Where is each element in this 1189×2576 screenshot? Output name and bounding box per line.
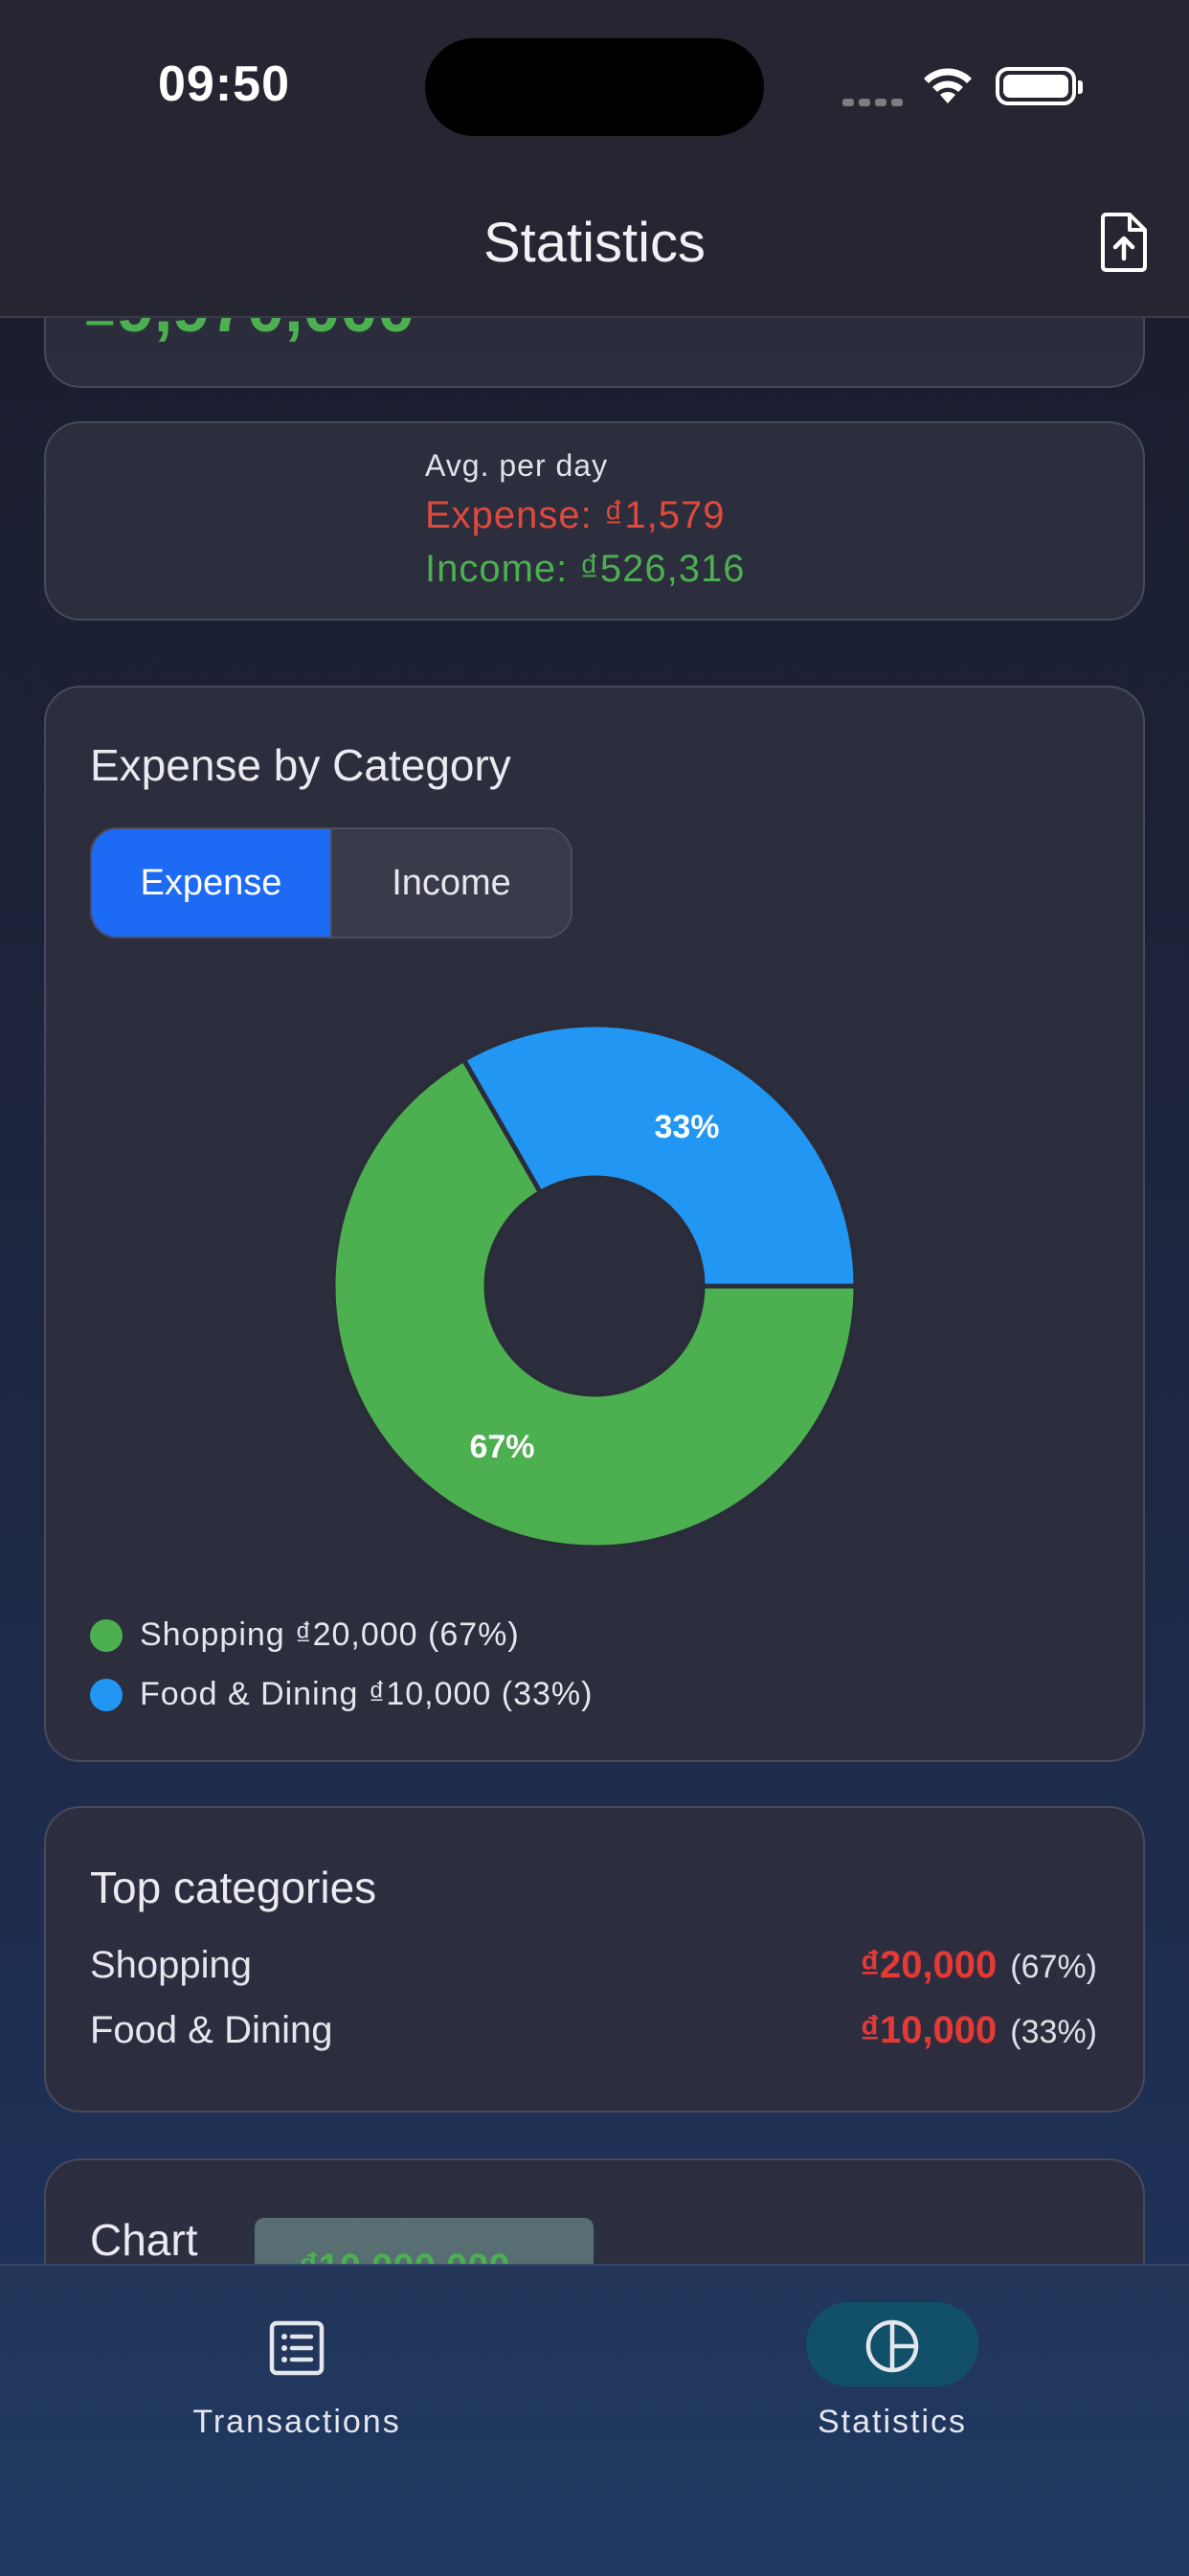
tab-label: Transactions xyxy=(192,2404,401,2440)
avg-per-day-card xyxy=(44,421,1145,621)
navigation-bar: 09:50 Statistics xyxy=(0,0,1189,318)
top-category-amount: ₫10,000 xyxy=(860,2009,998,2051)
expense-income-toggle: Expense Income xyxy=(90,827,572,938)
donut-percent-label: 67% xyxy=(469,1429,534,1465)
chart-card-title: Chart xyxy=(90,2215,198,2265)
top-category-name: Shopping xyxy=(90,1944,253,1986)
top-category-value: ₫20,000 (67%) xyxy=(860,1944,1097,1987)
battery-icon xyxy=(996,67,1083,105)
avg-expense: Expense: ₫1,579 xyxy=(425,494,726,536)
tab-label: Statistics xyxy=(817,2404,968,2440)
avg-income: Income: ₫526,316 xyxy=(425,548,746,590)
page-title: Statistics xyxy=(482,212,707,274)
status-bar: 09:50 xyxy=(0,0,1189,172)
legend-color-dot xyxy=(90,1678,123,1711)
export-document-icon[interactable] xyxy=(1099,213,1149,272)
tab-bar xyxy=(0,2264,1189,2576)
avg-per-day-label: Avg. per day xyxy=(425,448,609,483)
category-donut-chart: 67% 33% xyxy=(333,1025,856,1548)
pie-chart-icon xyxy=(865,2319,919,2373)
donut-percent-label: 33% xyxy=(654,1109,719,1145)
legend-item-food-dining: Food & Dining ₫10,000 (33%) xyxy=(90,1676,593,1713)
top-category-value: ₫10,000 (33%) xyxy=(860,2009,1097,2052)
top-category-amount: ₫20,000 xyxy=(860,1944,998,1986)
top-category-percent: (67%) xyxy=(1010,1949,1097,1985)
wifi-icon xyxy=(924,68,972,103)
dynamic-island xyxy=(425,38,764,136)
donut-slice-food-dining xyxy=(460,1025,856,1289)
legend-text: Shopping ₫20,000 (67%) xyxy=(140,1616,520,1653)
category-card-title: Expense by Category xyxy=(90,740,511,790)
top-categories-title: Top categories xyxy=(90,1863,377,1912)
cellular-signal-icon xyxy=(842,94,908,111)
status-time: 09:50 xyxy=(158,56,290,112)
toggle-expense-button[interactable]: Expense xyxy=(92,829,332,937)
tab-statistics[interactable]: Statistics xyxy=(701,2264,1084,2455)
top-category-name: Food & Dining xyxy=(90,2009,333,2051)
top-category-percent: (33%) xyxy=(1010,2014,1097,2050)
donut-slice-shopping xyxy=(333,1056,856,1548)
top-categories-card xyxy=(44,1806,1145,2113)
tab-transactions[interactable]: Transactions xyxy=(105,2264,488,2455)
legend-item-shopping: Shopping ₫20,000 (67%) xyxy=(90,1616,520,1654)
legend-color-dot xyxy=(90,1618,123,1652)
toggle-income-button[interactable]: Income xyxy=(332,829,571,937)
list-icon xyxy=(269,2320,325,2376)
legend-text: Food & Dining ₫10,000 (33%) xyxy=(140,1676,594,1712)
